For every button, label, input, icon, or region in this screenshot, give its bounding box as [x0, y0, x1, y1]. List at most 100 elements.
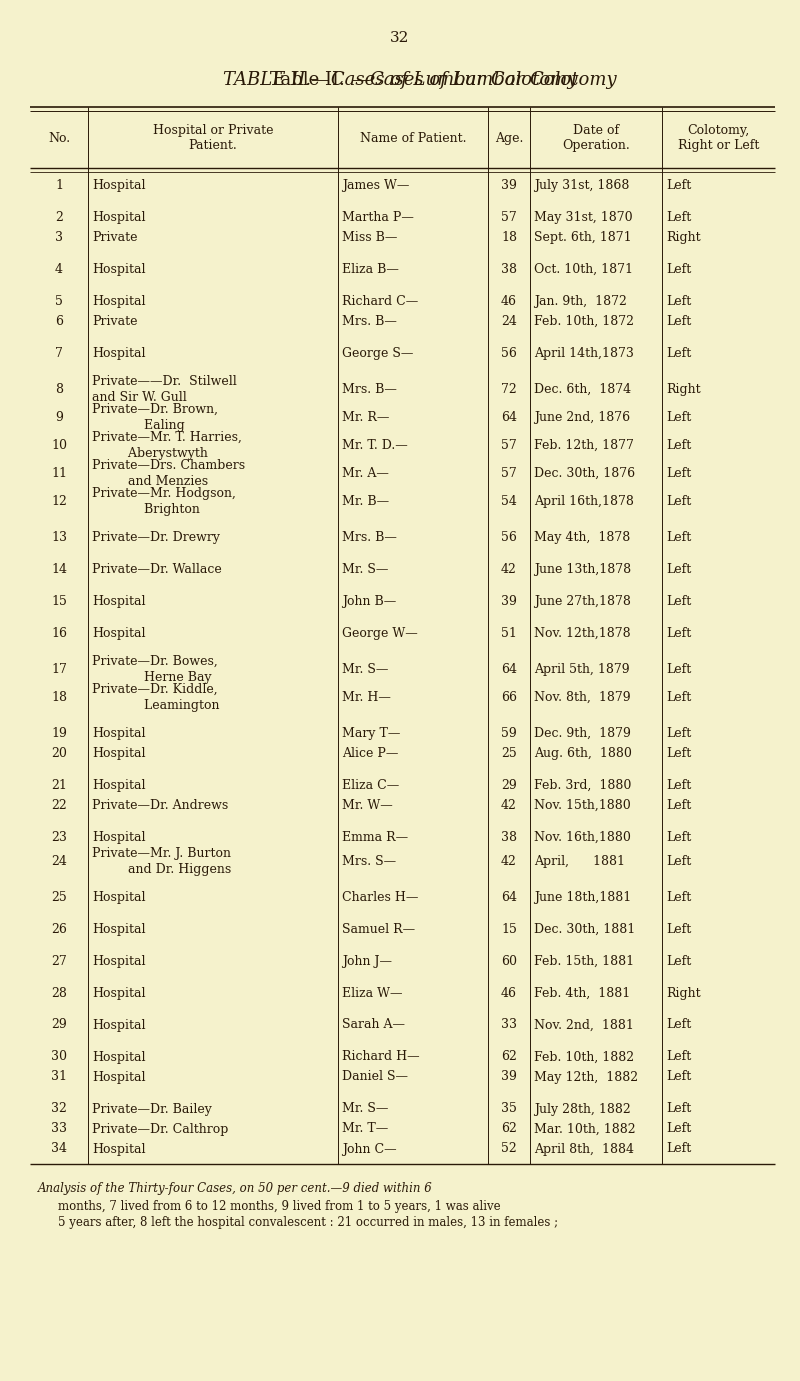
Text: 39: 39: [501, 178, 517, 192]
Text: April 8th,  1884: April 8th, 1884: [534, 1142, 634, 1156]
Text: Left: Left: [666, 410, 691, 424]
Text: Left: Left: [666, 1070, 691, 1084]
Text: Left: Left: [666, 663, 691, 675]
Text: 46: 46: [501, 294, 517, 308]
Text: 19: 19: [51, 726, 67, 739]
Text: 42: 42: [501, 855, 517, 867]
Text: Left: Left: [666, 210, 691, 224]
Text: Left: Left: [666, 1051, 691, 1063]
Text: 56: 56: [501, 347, 517, 359]
Text: 26: 26: [51, 923, 67, 935]
Text: 54: 54: [501, 494, 517, 507]
Text: Mary T—: Mary T—: [342, 726, 400, 739]
Text: 22: 22: [51, 798, 67, 812]
Text: Hospital: Hospital: [92, 594, 146, 608]
Text: 15: 15: [501, 923, 517, 935]
Text: Colotomy,
Right or Left: Colotomy, Right or Left: [678, 124, 759, 152]
Text: 17: 17: [51, 663, 67, 675]
Text: Nov. 12th,1878: Nov. 12th,1878: [534, 627, 630, 639]
Text: Private—Dr. Drewry: Private—Dr. Drewry: [92, 530, 220, 544]
Text: Hospital: Hospital: [92, 986, 146, 1000]
Text: Left: Left: [666, 262, 691, 275]
Text: Dec. 9th,  1879: Dec. 9th, 1879: [534, 726, 631, 739]
Text: Hospital: Hospital: [92, 891, 146, 903]
Text: Mr. B—: Mr. B—: [342, 494, 389, 507]
Text: Age.: Age.: [495, 131, 523, 145]
Text: 3: 3: [55, 231, 63, 243]
Text: Eliza W—: Eliza W—: [342, 986, 402, 1000]
Text: Hospital: Hospital: [92, 1051, 146, 1063]
Text: 38: 38: [501, 830, 517, 844]
Text: John J—: John J—: [342, 954, 392, 968]
Text: Left: Left: [666, 627, 691, 639]
Text: Left: Left: [666, 923, 691, 935]
Text: Eliza B—: Eliza B—: [342, 262, 399, 275]
Text: 62: 62: [501, 1051, 517, 1063]
Text: John B—: John B—: [342, 594, 396, 608]
Text: 28: 28: [51, 986, 67, 1000]
Text: 18: 18: [51, 690, 67, 703]
Text: Nov. 16th,1880: Nov. 16th,1880: [534, 830, 631, 844]
Text: Private—Mr. J. Burton
         and Dr. Higgens: Private—Mr. J. Burton and Dr. Higgens: [92, 847, 231, 876]
Text: Feb. 15th, 1881: Feb. 15th, 1881: [534, 954, 634, 968]
Text: James W—: James W—: [342, 178, 410, 192]
Text: 57: 57: [501, 467, 517, 479]
Text: May 12th,  1882: May 12th, 1882: [534, 1070, 638, 1084]
Text: 64: 64: [501, 663, 517, 675]
Text: Left: Left: [666, 467, 691, 479]
Text: Hospital: Hospital: [92, 347, 146, 359]
Text: Richard C—: Richard C—: [342, 294, 418, 308]
Text: July 28th, 1882: July 28th, 1882: [534, 1102, 630, 1116]
Text: George W—: George W—: [342, 627, 418, 639]
Text: 25: 25: [51, 891, 67, 903]
Text: Private—Dr. Calthrop: Private—Dr. Calthrop: [92, 1123, 228, 1135]
Text: Left: Left: [666, 1102, 691, 1116]
Text: Mrs. S—: Mrs. S—: [342, 855, 396, 867]
Text: Left: Left: [666, 1123, 691, 1135]
Text: Private—Dr. Bailey: Private—Dr. Bailey: [92, 1102, 212, 1116]
Text: 56: 56: [501, 530, 517, 544]
Text: Hospital: Hospital: [92, 627, 146, 639]
Text: Left: Left: [666, 294, 691, 308]
Text: Left: Left: [666, 747, 691, 760]
Text: Mr. S—: Mr. S—: [342, 663, 388, 675]
Text: Jan. 9th,  1872: Jan. 9th, 1872: [534, 294, 627, 308]
Text: 64: 64: [501, 891, 517, 903]
Text: Hospital: Hospital: [92, 954, 146, 968]
Text: Nov. 2nd,  1881: Nov. 2nd, 1881: [534, 1019, 634, 1032]
Text: April 16th,1878: April 16th,1878: [534, 494, 634, 507]
Text: 64: 64: [501, 410, 517, 424]
Text: 27: 27: [51, 954, 67, 968]
Text: Hospital: Hospital: [92, 1019, 146, 1032]
Text: 72: 72: [501, 383, 517, 395]
Text: Name of Patient.: Name of Patient.: [360, 131, 466, 145]
Text: Mrs. B—: Mrs. B—: [342, 530, 397, 544]
Text: Dec. 30th, 1876: Dec. 30th, 1876: [534, 467, 635, 479]
Text: Feb. 3rd,  1880: Feb. 3rd, 1880: [534, 779, 631, 791]
Text: Dec. 6th,  1874: Dec. 6th, 1874: [534, 383, 631, 395]
Text: No.: No.: [48, 131, 70, 145]
Text: 30: 30: [51, 1051, 67, 1063]
Text: Left: Left: [666, 1142, 691, 1156]
Text: Charles H—: Charles H—: [342, 891, 418, 903]
Text: Mr. H—: Mr. H—: [342, 690, 391, 703]
Text: Feb. 10th, 1872: Feb. 10th, 1872: [534, 315, 634, 327]
Text: 59: 59: [501, 726, 517, 739]
Text: Private—Dr. Kiddle,
             Leamington: Private—Dr. Kiddle, Leamington: [92, 682, 219, 711]
Text: 23: 23: [51, 830, 67, 844]
Text: 24: 24: [51, 855, 67, 867]
Text: Private—Dr. Andrews: Private—Dr. Andrews: [92, 798, 228, 812]
Text: Left: Left: [666, 530, 691, 544]
Text: 29: 29: [501, 779, 517, 791]
Text: 21: 21: [51, 779, 67, 791]
Text: 57: 57: [501, 439, 517, 452]
Text: 39: 39: [501, 1070, 517, 1084]
Text: Left: Left: [666, 439, 691, 452]
Text: Mr. T—: Mr. T—: [342, 1123, 388, 1135]
Text: 7: 7: [55, 347, 63, 359]
Text: Private—Dr. Wallace: Private—Dr. Wallace: [92, 562, 222, 576]
Text: Right: Right: [666, 231, 701, 243]
Text: Mrs. B—: Mrs. B—: [342, 315, 397, 327]
Text: Mr. R—: Mr. R—: [342, 410, 390, 424]
Text: Left: Left: [666, 315, 691, 327]
